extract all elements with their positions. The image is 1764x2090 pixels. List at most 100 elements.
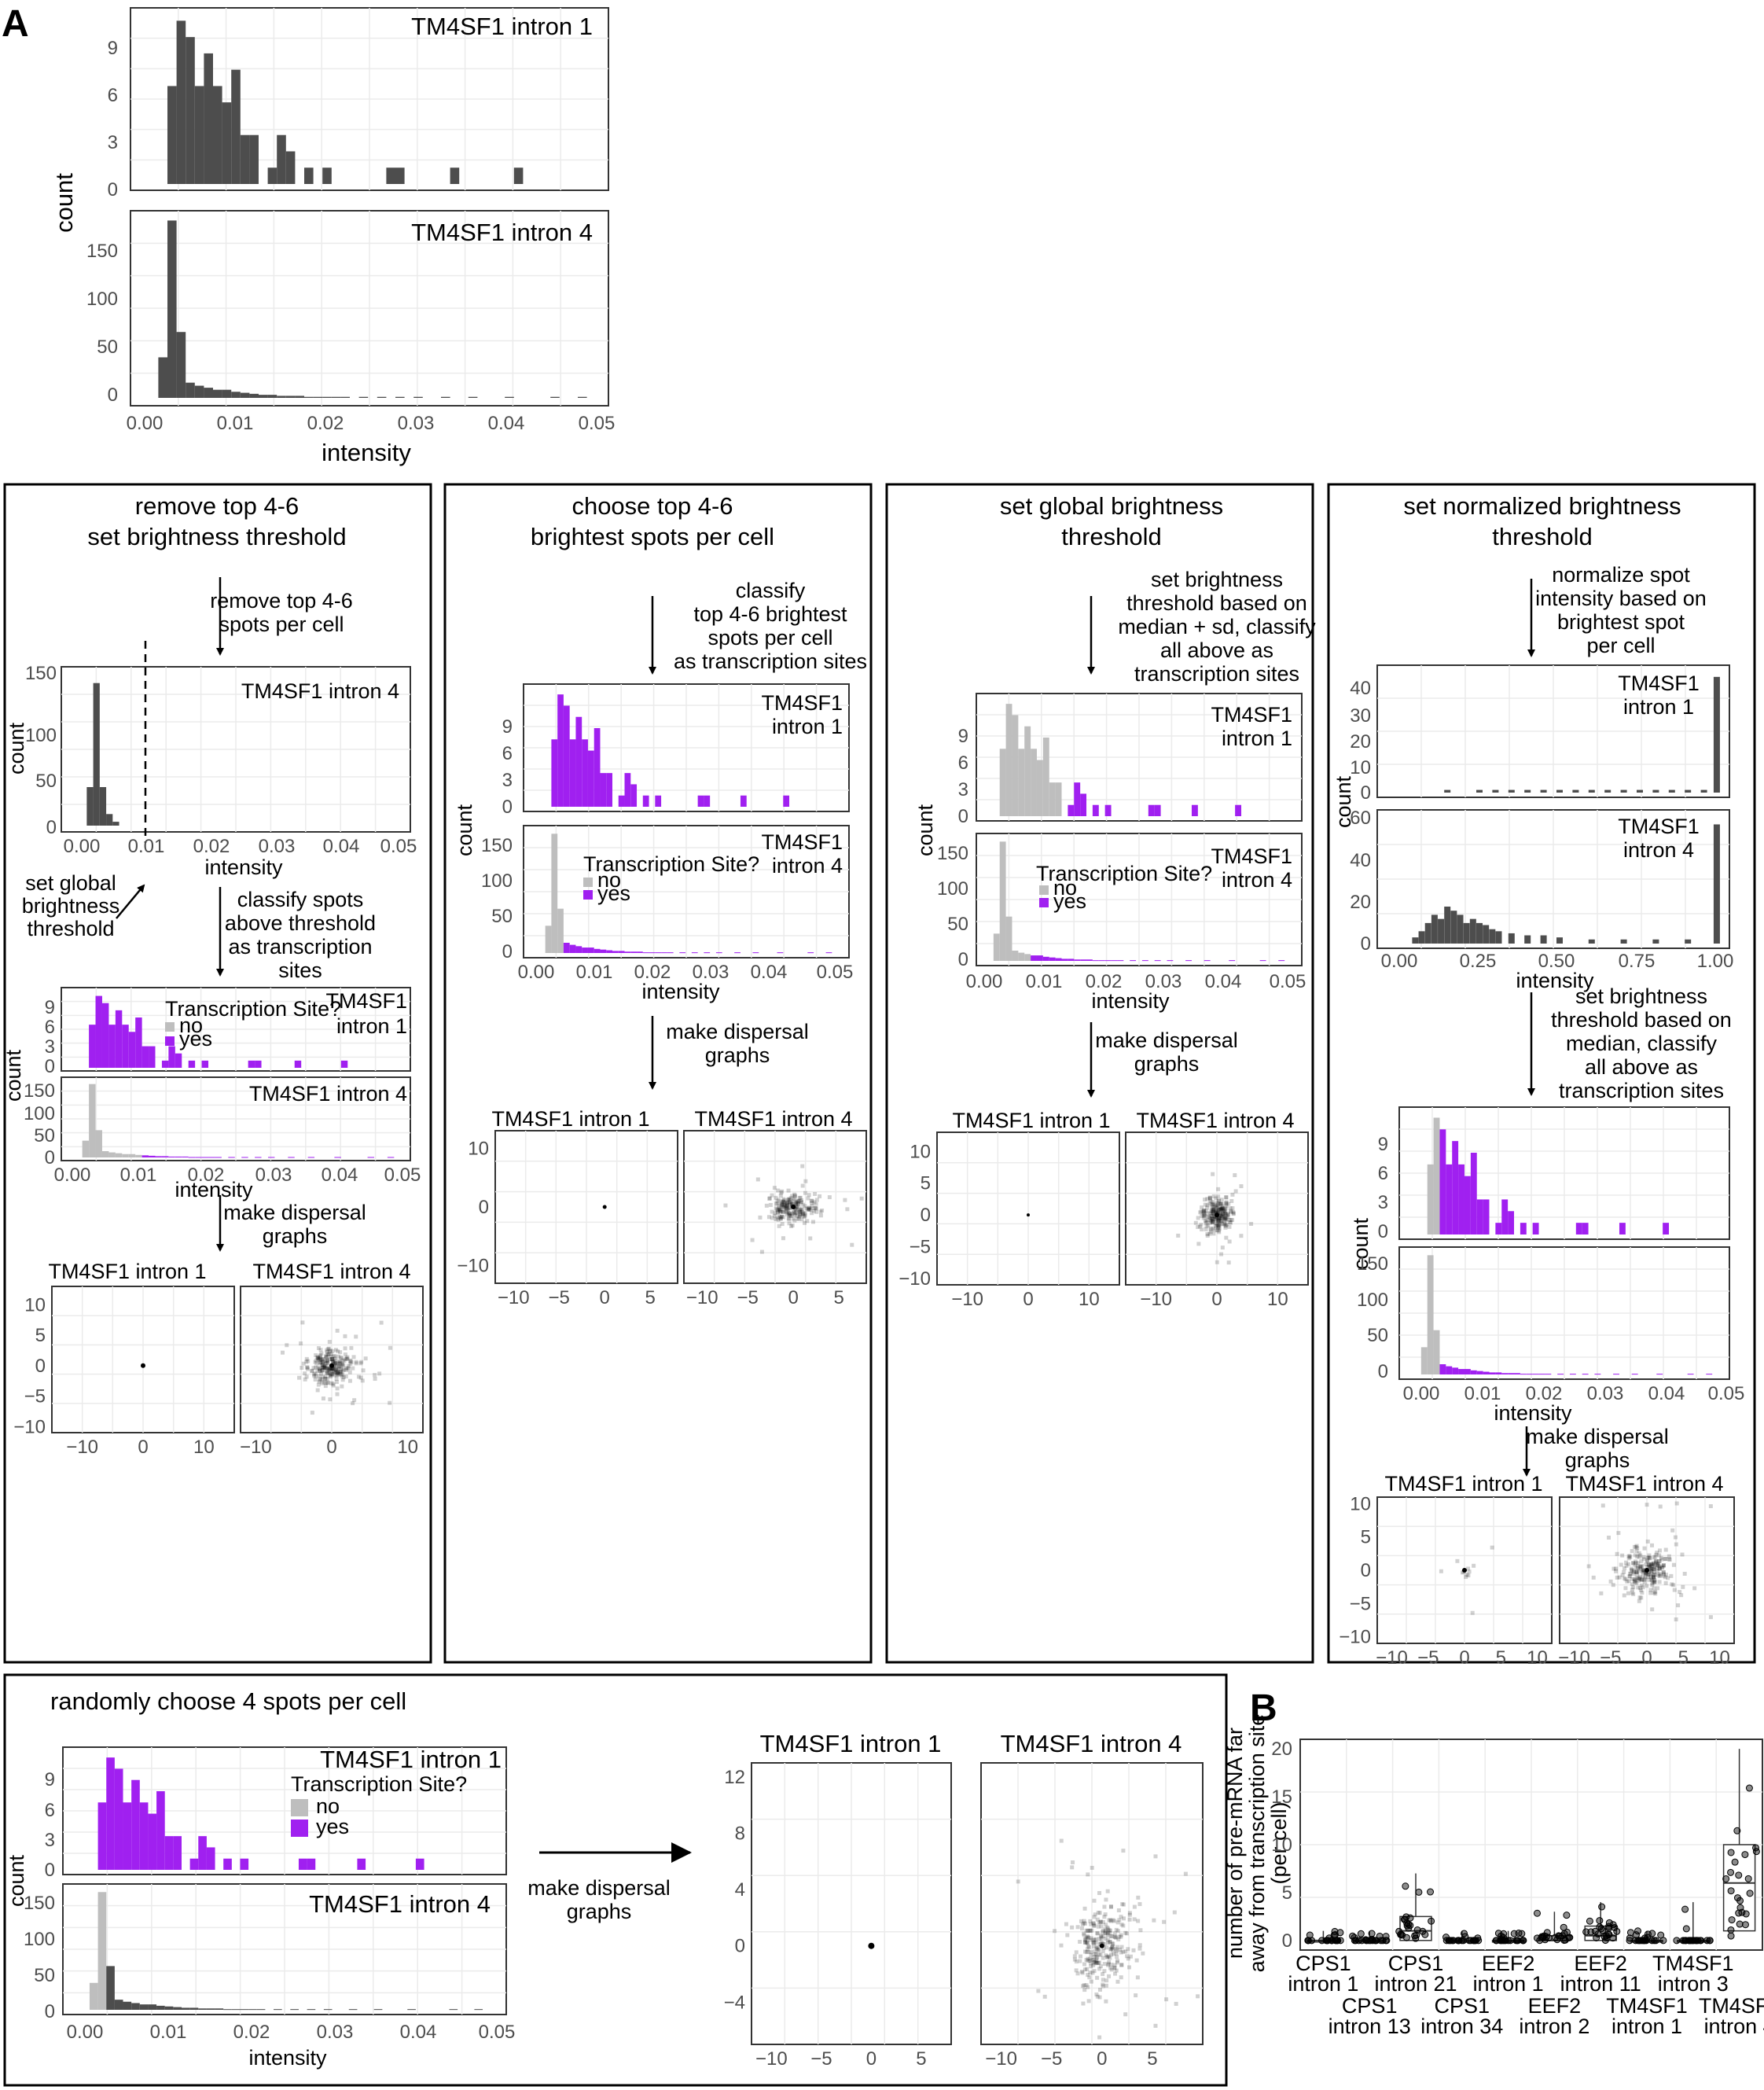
hist-bar <box>95 1130 102 1157</box>
scatter-point <box>1090 1865 1094 1870</box>
scatter-point <box>1123 2012 1128 2017</box>
scatter-point <box>313 1360 318 1364</box>
scatter-point <box>1215 1228 1220 1233</box>
scatter-point <box>300 1366 304 1371</box>
xtick: −10 <box>951 1289 983 1310</box>
box-point <box>1415 1888 1423 1896</box>
scatter-point <box>335 1392 340 1396</box>
scatter-point <box>1208 1199 1213 1204</box>
xtick: 0.04 <box>488 413 525 434</box>
scatter-point <box>759 1249 764 1254</box>
facet-label: TM4SF1 <box>761 691 843 715</box>
scatter-point <box>1115 1960 1119 1965</box>
scatter-point <box>1137 1946 1142 1951</box>
hist-bar <box>624 951 631 953</box>
scatter-point <box>818 1213 823 1218</box>
xtick: 10 <box>397 1437 418 1458</box>
scatter-point <box>1196 1994 1200 1999</box>
scatter-point <box>1132 1917 1137 1922</box>
scatter-point <box>1636 1561 1641 1566</box>
hist-bar <box>600 949 607 953</box>
scatter-point <box>1204 1224 1209 1229</box>
xtick: 0.03 <box>398 413 435 434</box>
scatter-point <box>323 1363 328 1368</box>
xtick: −10 <box>686 1287 718 1308</box>
facet-label: TM4SF1 <box>761 830 843 854</box>
scatter-point <box>1640 1578 1645 1583</box>
scatter-point <box>1628 1571 1633 1576</box>
box-point <box>1405 1920 1413 1928</box>
hist-bar <box>1483 1371 1490 1374</box>
scatter-point <box>1634 1566 1638 1570</box>
scatter-point <box>1649 1569 1654 1573</box>
scatter-point <box>1103 1937 1108 1941</box>
scatter-point <box>774 1195 778 1200</box>
scatter-point <box>1199 1223 1204 1227</box>
hist-bar <box>114 1768 123 1870</box>
scatter-point <box>333 1367 338 1372</box>
scatter-point <box>1086 1872 1090 1877</box>
scatter-point <box>1115 1948 1119 1953</box>
scatter-point <box>314 1374 318 1378</box>
hist-bar <box>295 396 304 398</box>
scatter-point <box>1112 1934 1117 1939</box>
scatter-point <box>321 1396 325 1401</box>
scatter-point <box>1092 1955 1097 1959</box>
scatter-point <box>777 1205 781 1210</box>
scatter-point <box>328 1366 333 1371</box>
scatter-point <box>1637 1576 1642 1580</box>
scatter-point <box>1641 1568 1646 1573</box>
hist-bar <box>1495 931 1502 944</box>
scatter-point <box>1109 1952 1114 1957</box>
hist-bar <box>1483 925 1490 944</box>
ytick: 3 <box>502 770 513 791</box>
hist-bar <box>340 1060 348 1068</box>
legend-swatch-no <box>1039 885 1049 895</box>
panelA-ylabel: count <box>50 173 78 233</box>
hist-bar <box>600 773 607 807</box>
scatter-point <box>1216 1198 1221 1203</box>
scatter-point <box>1110 1945 1115 1950</box>
scatter-point <box>1647 1562 1652 1567</box>
scatter-point <box>1089 1952 1093 1957</box>
scatter-point <box>787 1197 792 1201</box>
scatter-point <box>1059 1838 1064 1843</box>
scatter-point <box>1645 1584 1649 1588</box>
scatter-point <box>786 1216 791 1220</box>
scatter-point <box>1123 1930 1128 1935</box>
scatter-point <box>377 1371 382 1376</box>
legend-title: Transcription Site? <box>291 1772 467 1796</box>
scatter-point <box>348 1361 353 1366</box>
scatter-point <box>1637 1595 1642 1600</box>
scatter-m1-2: −10 0 10 <box>240 1286 423 1458</box>
scatter-point <box>1090 1958 1094 1963</box>
scatter-point <box>1114 1927 1119 1932</box>
xtick: 0.00 <box>64 836 101 857</box>
hist-bar <box>89 1025 96 1068</box>
hist-bar <box>267 167 277 184</box>
hist-bar <box>1431 914 1438 944</box>
scatter-point <box>772 1213 777 1218</box>
scatter-point <box>1643 1570 1648 1575</box>
scatter-point <box>1648 1565 1652 1569</box>
scatter-point <box>1639 1559 1644 1564</box>
hist-bar <box>807 952 814 954</box>
scatter-point <box>778 1216 783 1220</box>
scatter-point <box>1682 1571 1687 1576</box>
scatter-point <box>1466 1566 1471 1571</box>
scatter-point <box>336 1371 340 1376</box>
scatter-point <box>347 1378 352 1383</box>
xtick: 0.00 <box>966 971 1003 992</box>
ytick: 0 <box>958 806 968 827</box>
scatter-point <box>1084 1941 1089 1945</box>
xtick: 0.05 <box>380 836 417 857</box>
hist-bar <box>395 396 405 398</box>
scatter-point <box>1222 1216 1226 1220</box>
hist-bar <box>304 167 314 184</box>
scatter-point <box>1211 1213 1216 1218</box>
scatter-point <box>343 1334 347 1338</box>
scatter-point <box>1656 1562 1660 1567</box>
